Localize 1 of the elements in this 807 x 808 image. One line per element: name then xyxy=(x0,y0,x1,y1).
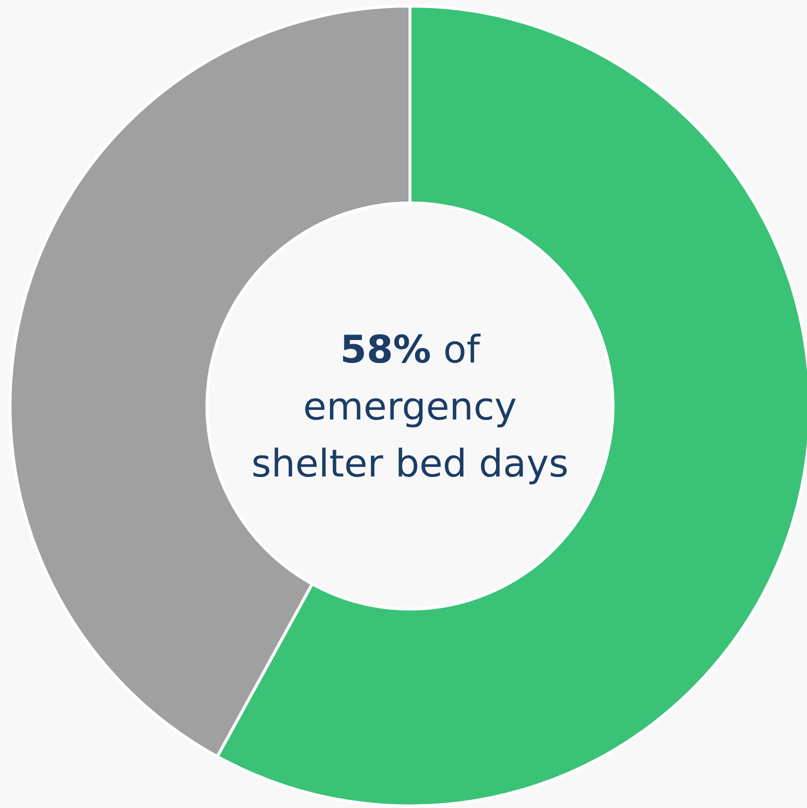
text: 58% of emergency shelter bed days xyxy=(251,327,569,486)
